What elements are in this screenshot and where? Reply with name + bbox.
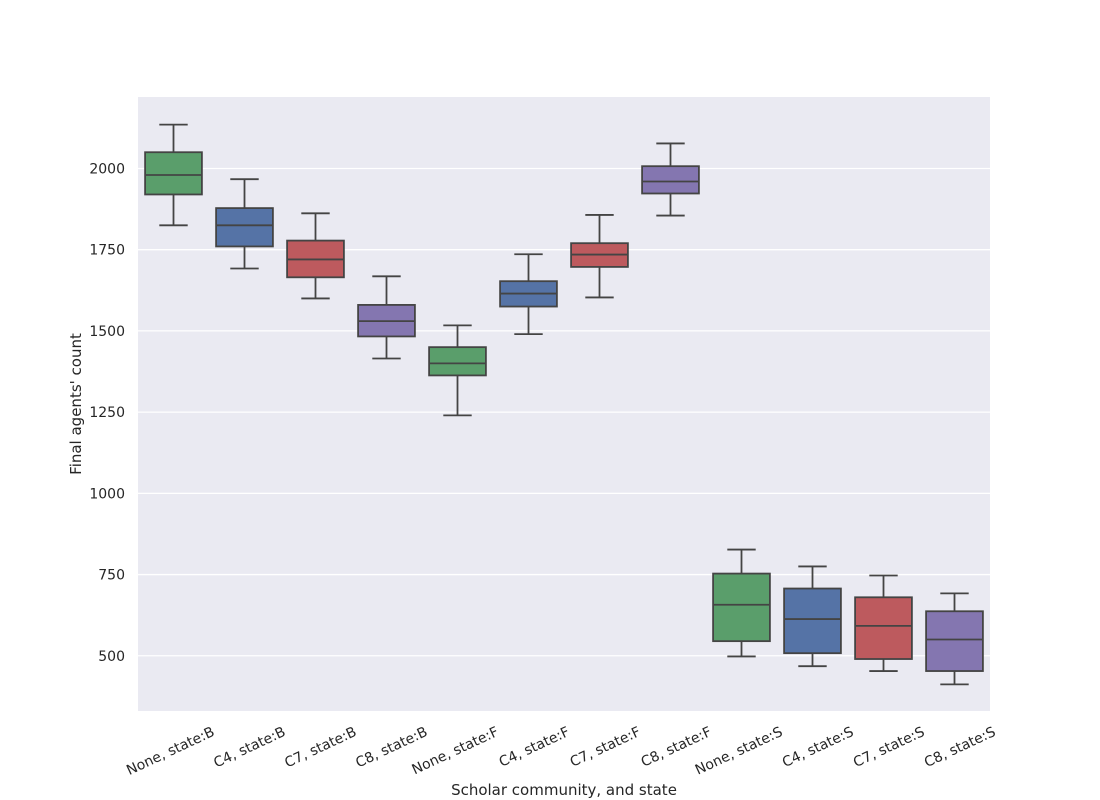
y-tick-label: 1000 [89,486,125,502]
y-tick-label: 500 [98,649,125,665]
plot-background [138,97,990,711]
y-tick-label: 1250 [89,405,125,421]
box-group [144,123,203,227]
y-axis-label: Final agents' count [67,333,85,475]
y-tick-label: 1500 [89,324,125,340]
y-tick-label: 1750 [89,243,125,259]
box-iqr [783,587,842,655]
x-tick-label: C4, state:B [211,724,288,771]
box-iqr [925,610,984,672]
y-tick-label: 750 [98,568,125,584]
box-group [570,214,629,299]
grid-lines [138,167,990,657]
x-tick-label: C7, state:S [851,724,927,771]
box-iqr [428,346,487,377]
x-tick-label: C4, state:F [497,724,572,771]
y-tick-labels: 500 750 1000 1250 1500 1750 2000 [89,161,125,664]
x-tick-labels: None, state:BC4, state:BC7, state:B C8, s… [124,724,998,779]
box-group [357,275,416,360]
box-group [215,178,274,270]
box-series [144,123,984,686]
box-iqr [641,165,700,195]
box-group [428,324,487,417]
box-group [286,212,345,300]
x-tick-label: C4, state:S [780,724,856,771]
box-group [499,253,558,336]
y-tick-label: 2000 [89,161,125,177]
x-tick-label: C8, state:S [922,724,998,771]
box-group [712,548,771,658]
box-group [854,574,913,672]
box-iqr [854,596,913,660]
box-group [783,565,842,668]
x-tick-label: None, state:B [124,724,217,779]
x-tick-label: C7, state:F [568,724,643,771]
x-tick-label: C7, state:B [282,724,359,771]
box-group [925,592,984,686]
box-group [641,142,700,217]
x-axis-label: Scholar community, and state [451,781,677,799]
box-iqr [712,572,771,643]
box-iqr [215,207,274,248]
box-iqr [144,151,203,196]
